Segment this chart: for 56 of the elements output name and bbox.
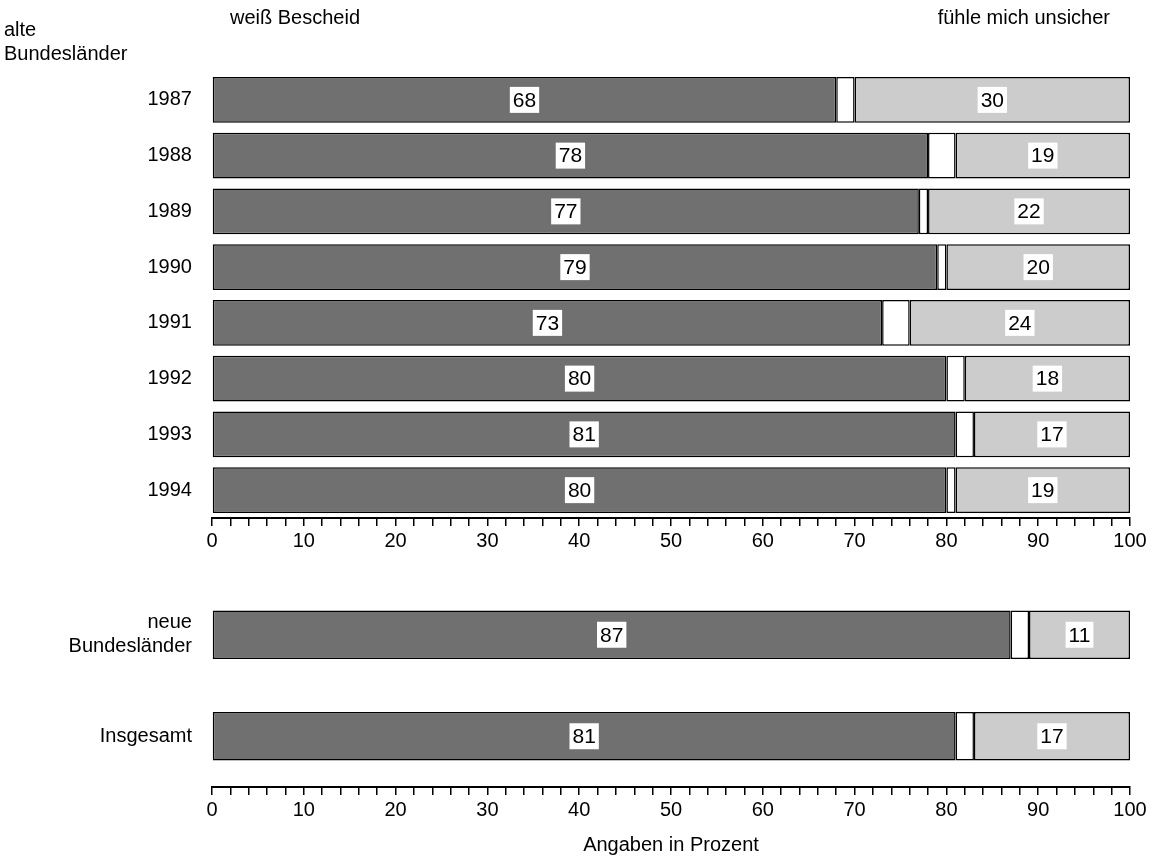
y-tick-label: 1988	[147, 143, 192, 166]
data-label: 19	[1031, 143, 1055, 167]
x-tick-label: 10	[292, 528, 315, 551]
x-tick-label: 0	[206, 797, 218, 820]
y-tick-label: 1987	[147, 87, 192, 110]
text: fühle mich unsicher	[937, 6, 1111, 28]
data-label: 17	[1040, 422, 1064, 446]
y-tick-label: 1992	[147, 366, 192, 389]
x-tick-label: 60	[751, 797, 774, 820]
data-label: 77	[554, 199, 578, 223]
data-label: 11	[1068, 622, 1091, 646]
y-tick-label: 1993	[147, 421, 192, 444]
data-label: 18	[1035, 366, 1060, 390]
x-tick-label: 40	[568, 528, 591, 551]
x-tick-label: 30	[476, 528, 499, 551]
data-label: 24	[1008, 310, 1032, 334]
x-tick-label: 70	[843, 528, 866, 551]
text: weiß Bescheid	[229, 6, 361, 28]
data-label: 19	[1031, 477, 1055, 501]
x-tick-label: 30	[476, 797, 499, 820]
data-label: 17	[1040, 724, 1064, 748]
data-label: 87	[600, 622, 624, 646]
x-tick-label: 10	[292, 797, 315, 820]
x-tick-label: 0	[206, 528, 218, 551]
y-tick-label: 1989	[147, 198, 192, 221]
data-label: 30	[980, 87, 1004, 111]
x-tick-label: 90	[1027, 797, 1050, 820]
data-label: 73	[535, 310, 560, 334]
data-label: 79	[563, 254, 587, 278]
y-tick-label: Insgesamt	[99, 723, 193, 746]
x-tick-label: 70	[843, 797, 866, 820]
data-label: 80	[567, 477, 592, 501]
y-tick-label: 1991	[147, 310, 192, 333]
data-label: 20	[1026, 254, 1050, 278]
x-tick-label: 100	[1113, 528, 1147, 551]
y-tick-label: neue Bundesländer	[68, 610, 193, 657]
x-axis-title: Angaben in Prozent	[583, 832, 760, 855]
x-tick-label: 40	[568, 797, 591, 820]
x-tick-label: 60	[751, 528, 774, 551]
y-tick-label: 1994	[147, 477, 192, 500]
x-tick-label: 50	[659, 797, 683, 820]
y-tick-label: 1990	[147, 254, 192, 277]
x-tick-label: 20	[384, 797, 407, 820]
data-label: 22	[1017, 199, 1041, 223]
data-label: 68	[512, 87, 537, 111]
x-tick-label: 80	[935, 797, 958, 820]
data-label: 78	[558, 143, 583, 167]
data-label: 81	[572, 724, 596, 748]
x-tick-label: 80	[935, 528, 958, 551]
x-tick-label: 90	[1027, 528, 1050, 551]
data-label: 81	[572, 422, 596, 446]
x-tick-label: 100	[1113, 797, 1147, 820]
y-axis-title: alte Bundesländer	[4, 18, 128, 64]
x-tick-label: 20	[384, 528, 407, 551]
x-tick-label: 50	[659, 528, 683, 551]
data-label: 80	[567, 366, 592, 390]
